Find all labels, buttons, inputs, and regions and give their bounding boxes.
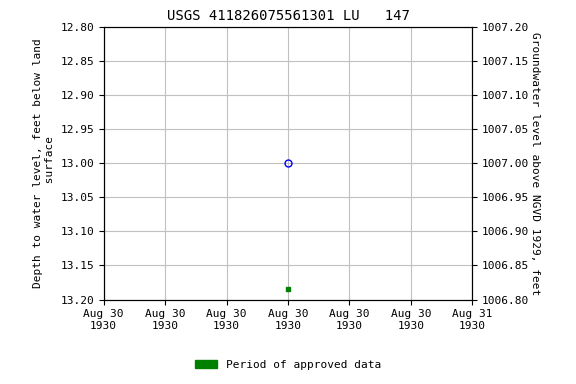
Y-axis label: Groundwater level above NGVD 1929, feet: Groundwater level above NGVD 1929, feet [530,31,540,295]
Y-axis label: Depth to water level, feet below land
 surface: Depth to water level, feet below land su… [33,38,55,288]
Title: USGS 411826075561301 LU   147: USGS 411826075561301 LU 147 [166,9,410,23]
Legend: Period of approved data: Period of approved data [191,356,385,375]
